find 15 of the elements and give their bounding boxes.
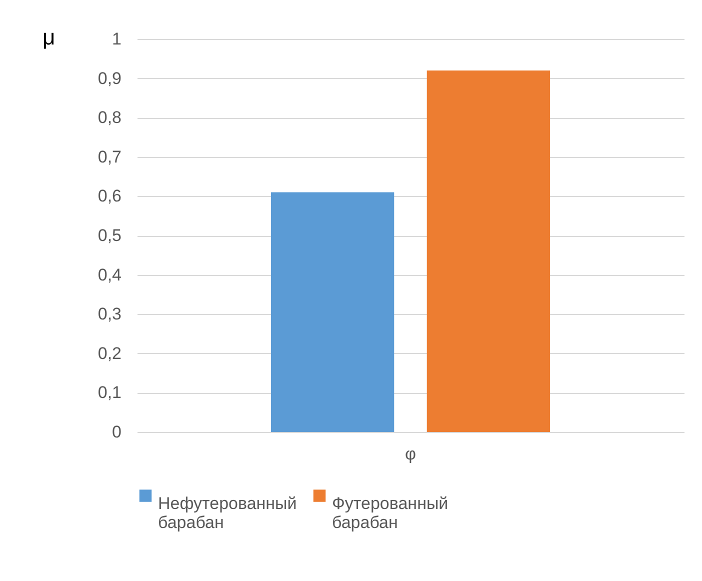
legend-label: Футерованный барабан (332, 494, 448, 532)
y-tick-label: 0 (112, 422, 122, 442)
y-tick-label: 0,3 (98, 304, 122, 324)
y-tick-label: 1 (112, 30, 122, 48)
y-tick-label: 0,8 (98, 108, 122, 128)
y-tick-label: 0,1 (98, 383, 122, 402)
y-tick-label: 0,2 (98, 344, 122, 363)
y-axis-title: μ (42, 24, 56, 50)
x-tick-label: φ (404, 444, 416, 464)
y-tick-label: 0,7 (98, 147, 122, 166)
y-tick-label: 0,4 (98, 265, 122, 284)
y-tick-label: 0,5 (98, 226, 122, 245)
y-tick-label: 0,6 (98, 186, 122, 206)
y-tick-label: 0,9 (98, 68, 122, 88)
legend-label: Нефутерованный барабан (158, 494, 297, 532)
